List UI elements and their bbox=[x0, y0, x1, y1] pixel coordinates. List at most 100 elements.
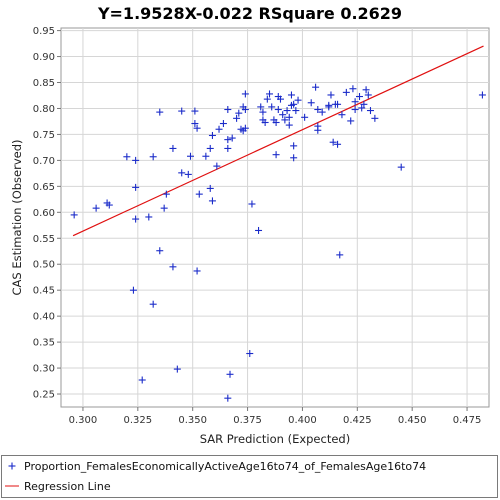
scatter-point bbox=[70, 211, 78, 219]
scatter-point bbox=[283, 107, 291, 115]
scatter-point bbox=[290, 100, 298, 108]
scatter-point bbox=[224, 136, 232, 144]
scatter-point bbox=[364, 91, 372, 99]
y-tick-label: 0.40 bbox=[33, 312, 55, 323]
y-tick-label: 0.25 bbox=[33, 390, 55, 401]
scatter-point bbox=[235, 109, 243, 117]
scatter-point bbox=[246, 350, 254, 358]
scatter-point bbox=[276, 95, 284, 103]
x-tick-label: 0.425 bbox=[343, 415, 372, 426]
legend: Proportion_FemalesEconomicallyActiveAge1… bbox=[1, 455, 498, 498]
scatter-point bbox=[173, 365, 181, 373]
x-tick-label: 0.450 bbox=[398, 415, 427, 426]
x-axis-label: SAR Prediction (Expected) bbox=[200, 432, 350, 446]
x-tick-label: 0.400 bbox=[288, 415, 317, 426]
scatter-point bbox=[255, 226, 263, 234]
scatter-point bbox=[342, 88, 350, 96]
scatter-point bbox=[191, 107, 199, 115]
scatter-point bbox=[241, 90, 249, 98]
regression-line bbox=[72, 45, 484, 237]
scatter-point bbox=[336, 251, 344, 259]
scatter-point bbox=[156, 108, 164, 116]
legend-box bbox=[1, 455, 498, 498]
scatter-point bbox=[329, 138, 337, 146]
scatter-point bbox=[356, 93, 364, 101]
scatter-point bbox=[338, 111, 346, 119]
scatter-point bbox=[206, 144, 214, 152]
scatter-point bbox=[478, 91, 486, 99]
scatter-point bbox=[261, 118, 269, 126]
scatter-point bbox=[272, 118, 280, 126]
scatter-point bbox=[266, 90, 274, 98]
scatter-point bbox=[362, 86, 370, 94]
scatter-point bbox=[301, 113, 309, 121]
scatter-point bbox=[290, 142, 298, 150]
y-tick-label: 0.80 bbox=[33, 104, 55, 115]
scatter-point bbox=[105, 201, 113, 209]
scatter-point bbox=[327, 91, 335, 99]
scatter-point bbox=[233, 114, 241, 122]
y-tick-label: 0.70 bbox=[33, 156, 55, 167]
scatter-point bbox=[123, 153, 131, 161]
y-tick-label: 0.90 bbox=[33, 52, 55, 63]
scatter-point bbox=[132, 183, 140, 191]
y-tick-label: 0.30 bbox=[33, 364, 55, 375]
scatter-point bbox=[290, 154, 298, 162]
y-tick-label: 0.55 bbox=[33, 234, 55, 245]
scatter-point bbox=[287, 91, 295, 99]
y-tick-label: 0.50 bbox=[33, 260, 55, 271]
scatter-point bbox=[92, 204, 100, 212]
y-tick-label: 0.65 bbox=[33, 182, 55, 193]
scatter-point bbox=[351, 98, 359, 106]
x-tick-label: 0.375 bbox=[233, 415, 262, 426]
y-axis-label: CAS Estimation (Observed) bbox=[10, 139, 24, 295]
scatter-point bbox=[281, 116, 289, 124]
scatter-point bbox=[193, 267, 201, 275]
scatter-point bbox=[132, 156, 140, 164]
scatter-point bbox=[149, 300, 157, 308]
scatter-point bbox=[145, 213, 153, 221]
scatter-point bbox=[292, 107, 300, 115]
y-tick-label: 0.85 bbox=[33, 78, 55, 89]
scatter-point bbox=[318, 108, 326, 116]
legend-scatter-label: Proportion_FemalesEconomicallyActiveAge1… bbox=[24, 460, 426, 473]
scatter-point bbox=[178, 107, 186, 115]
scatter-point bbox=[241, 124, 249, 132]
scatter-point bbox=[195, 190, 203, 198]
scatter-point bbox=[162, 190, 170, 198]
scatter-point bbox=[259, 108, 267, 116]
scatter-point bbox=[184, 170, 192, 178]
scatter-point bbox=[208, 197, 216, 205]
scatter-point bbox=[349, 85, 357, 93]
scatter-point bbox=[263, 95, 271, 103]
scatter-point bbox=[156, 247, 164, 255]
y-tick-label: 0.95 bbox=[33, 26, 55, 37]
scatter-point bbox=[228, 134, 236, 142]
scatter-point bbox=[224, 394, 232, 402]
scatter-point bbox=[307, 99, 315, 107]
scatter-point bbox=[312, 83, 320, 91]
scatter-point bbox=[202, 152, 210, 160]
legend-regression-label: Regression Line bbox=[24, 480, 111, 493]
scatter-point bbox=[268, 103, 276, 111]
scatter-point bbox=[186, 152, 194, 160]
scatter-point bbox=[272, 151, 280, 159]
y-tick-label: 0.60 bbox=[33, 208, 55, 219]
scatter-point bbox=[224, 144, 232, 152]
y-tick-label: 0.45 bbox=[33, 286, 55, 297]
scatter-point bbox=[193, 124, 201, 132]
scatter-point bbox=[149, 153, 157, 161]
scatter-point bbox=[169, 263, 177, 271]
scatter-point bbox=[351, 106, 359, 114]
scatter-point bbox=[347, 117, 355, 125]
scatter-point bbox=[219, 120, 227, 128]
scatter-point bbox=[366, 107, 374, 115]
scatter-point bbox=[314, 126, 322, 134]
scatter-point bbox=[334, 140, 342, 148]
x-tick-label: 0.350 bbox=[178, 415, 207, 426]
scatter-point bbox=[257, 103, 265, 111]
scatter-point bbox=[226, 370, 234, 378]
scatter-point bbox=[285, 121, 293, 129]
scatter-point bbox=[160, 204, 168, 212]
